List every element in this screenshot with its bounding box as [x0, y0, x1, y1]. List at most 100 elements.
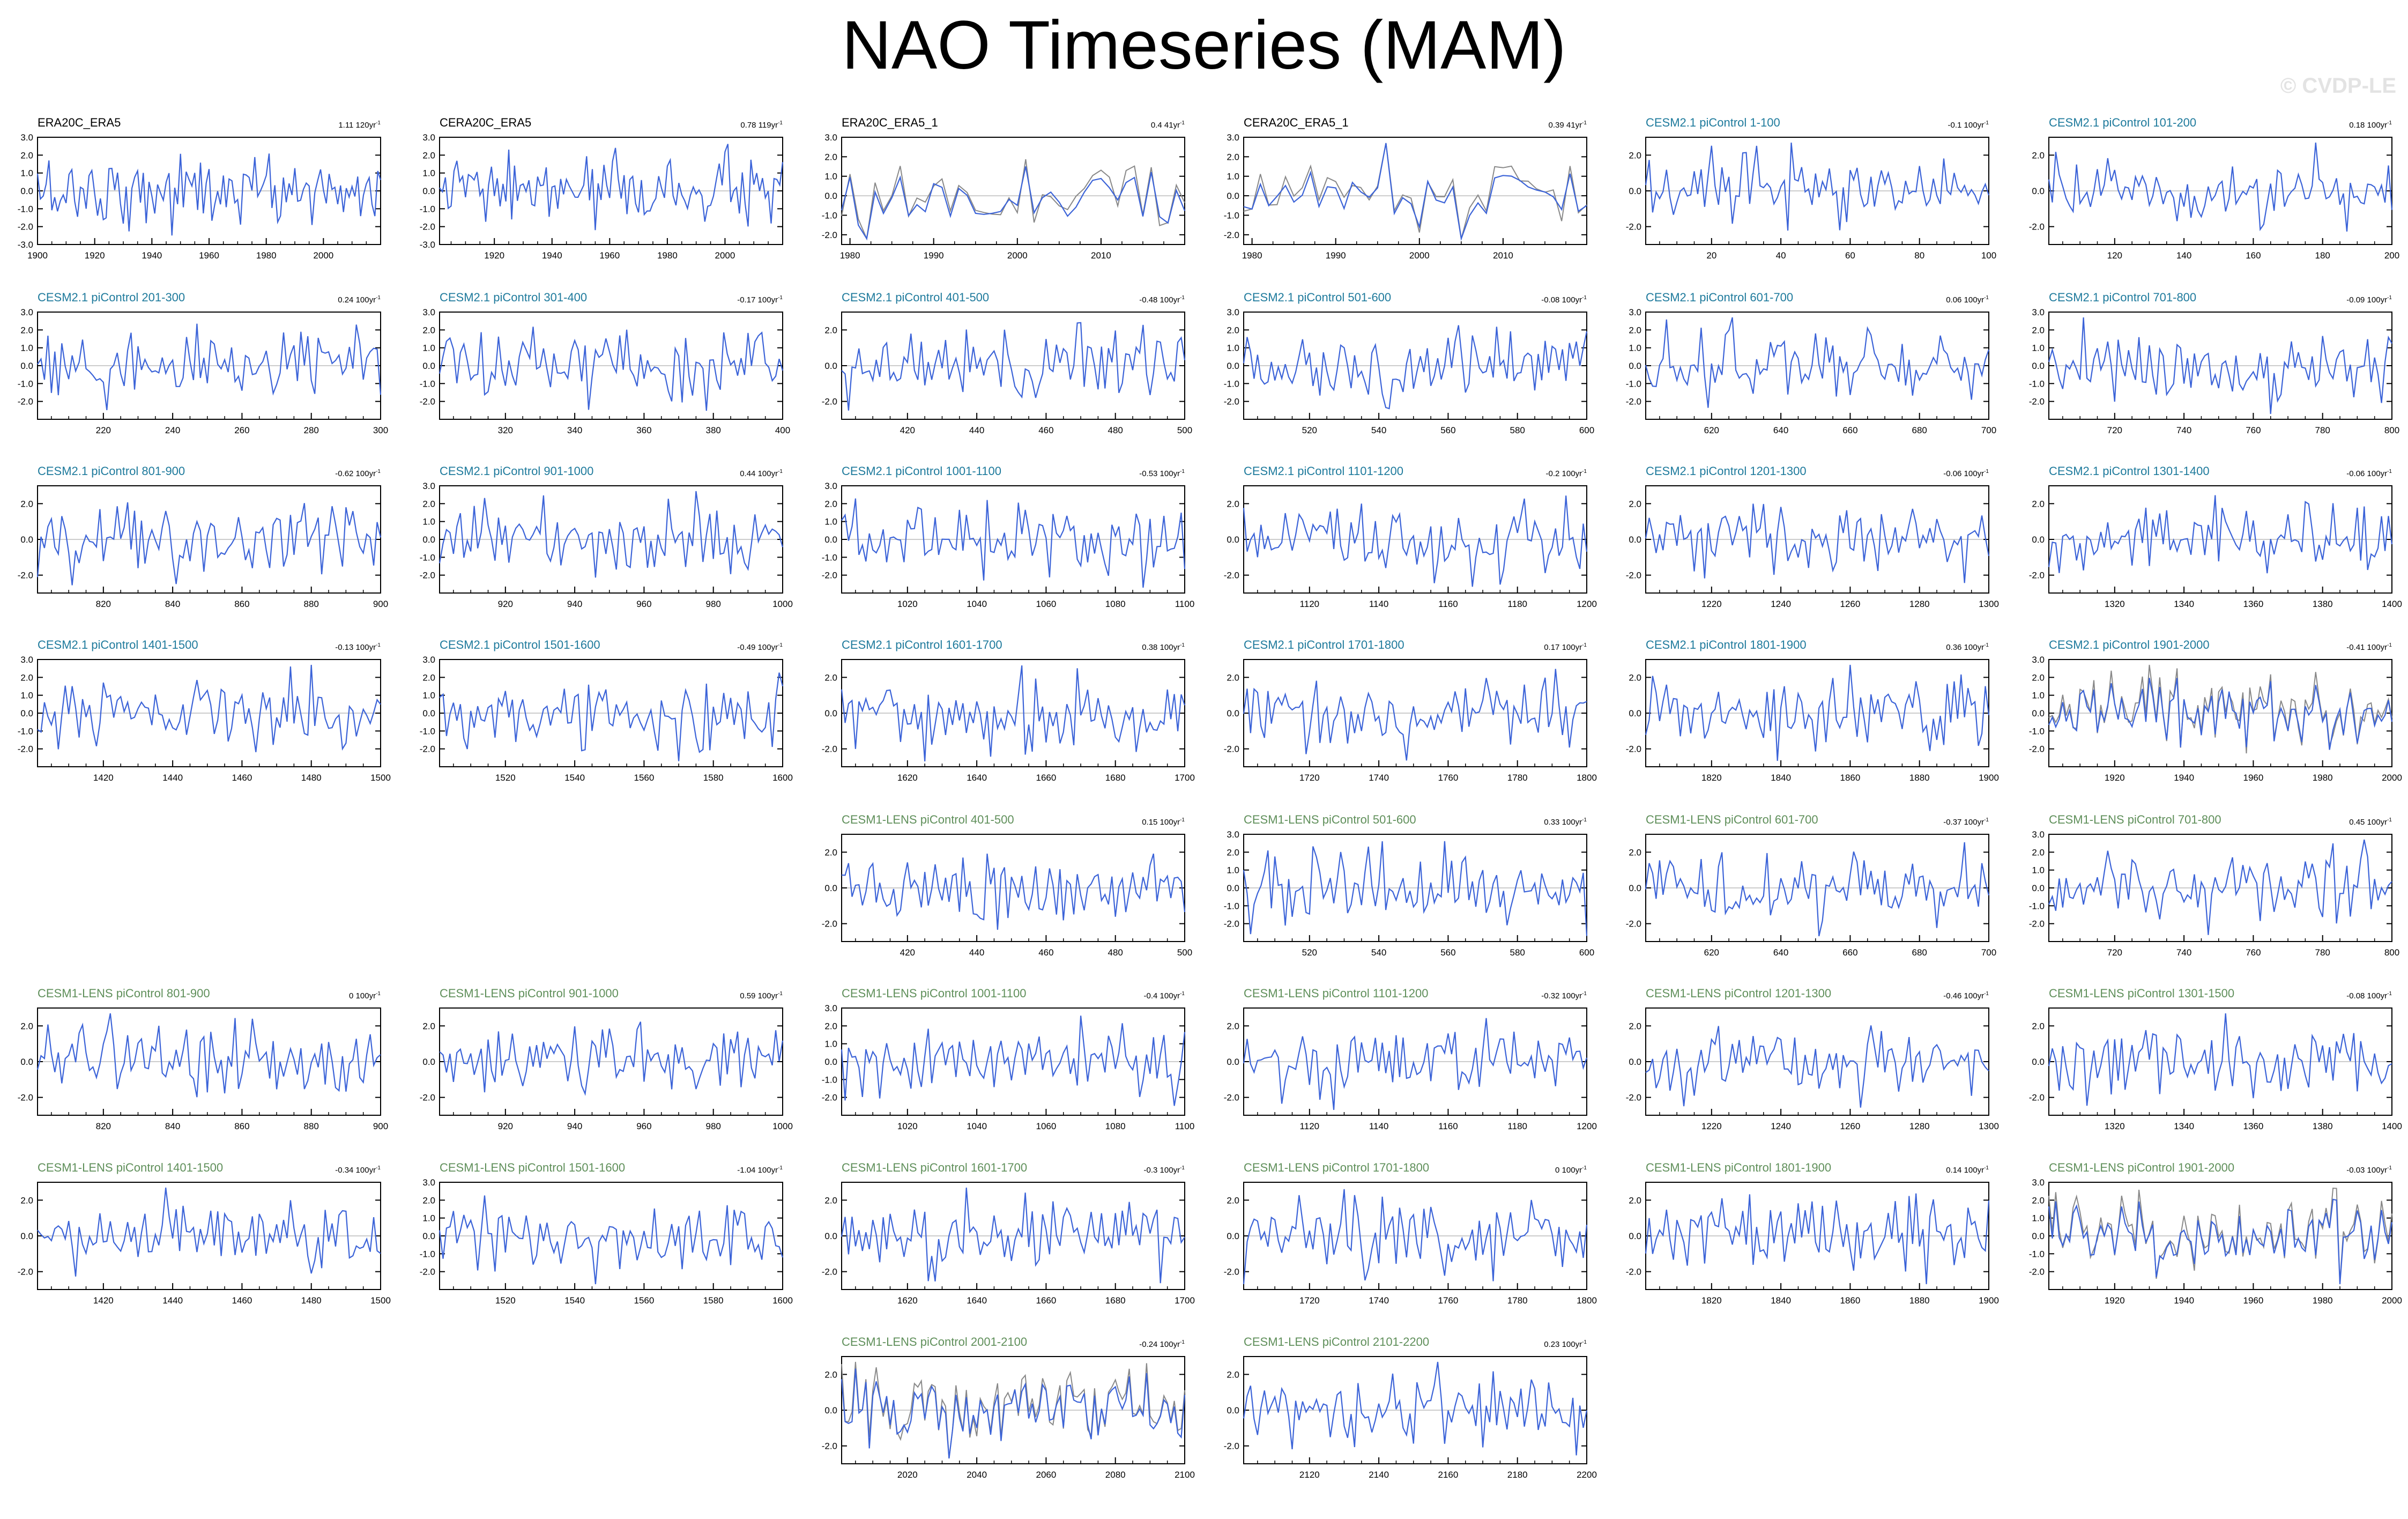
trend-value: -0.3 100yr [1143, 1166, 1180, 1175]
panel-trend: 0.38 100yr-1 [1142, 642, 1185, 652]
x-tick-label: 1260 [1840, 599, 1861, 609]
panel-plot: 2.0 0.0 -2.0 1620 1640 1660 1680 1700 [822, 659, 1195, 783]
x-tick-label: 460 [1038, 425, 1053, 435]
x-tick-label: 2020 [897, 1470, 918, 1480]
y-tick-label: -1.0 [420, 379, 435, 389]
panel-plot: 2.0 0.0 -2.0 820 840 860 880 900 [18, 485, 388, 609]
chart-panel: CESM1-LENS piControl 1801-1900 0.14 100yr… [1626, 1161, 1999, 1322]
x-tick-label: 1320 [2105, 599, 2125, 609]
x-tick-label: 760 [2246, 947, 2261, 958]
y-tick-label: 3.0 [2032, 829, 2045, 840]
y-tick-label: 2.0 [1629, 672, 1641, 683]
y-tick-label: 2.0 [422, 499, 435, 509]
panel-title: ERA20C_ERA5_1 [842, 116, 938, 129]
chart-panel: CESM1-LENS piControl 701-800 0.45 100yr-1… [2029, 813, 2399, 974]
x-tick-label: 1980 [840, 250, 860, 261]
x-tick-label: 1700 [1175, 1295, 1195, 1306]
x-tick-label: 20 [1706, 250, 1716, 261]
y-tick-label: 2.0 [1227, 1195, 1239, 1205]
chart-panel: CESM2.1 piControl 201-300 0.24 100yr-1 3.0… [18, 291, 388, 451]
panel-trend: 0.14 100yr-1 [1946, 1165, 1989, 1175]
x-tick-label: 1820 [1701, 773, 1722, 783]
chart-panel: ERA20C_ERA5_1 0.4 41yr-1 3.0 2.0 1.0 0.0 -1.0 -… [822, 116, 1186, 277]
y-tick-label: 0.0 [824, 1057, 837, 1067]
x-tick-label: 1880 [1909, 1295, 1930, 1306]
x-tick-label: 2010 [1091, 250, 1111, 261]
x-tick-label: 520 [1302, 947, 1317, 958]
panel-plot: 2.0 0.0 -2.0 420 440 460 480 500 [822, 312, 1192, 435]
y-tick-label: 3.0 [824, 132, 837, 143]
x-tick-label: 2010 [1493, 250, 1513, 261]
x-tick-label: 1980 [1242, 250, 1262, 261]
x-tick-label: 720 [2107, 425, 2122, 435]
y-tick-label: -2.0 [1224, 397, 1239, 407]
y-tick-label: 0.0 [824, 883, 837, 893]
y-tick-label: 0.0 [422, 361, 435, 371]
x-tick-label: 2000 [2382, 1295, 2402, 1306]
chart-panel: CESM2.1 piControl 1-100 -0.1 100yr-1 2.0 0.… [1626, 116, 1996, 277]
y-tick-label: -2.0 [420, 570, 435, 581]
x-tick-label: 1320 [2105, 1121, 2125, 1131]
panel-plot: 3.0 2.0 1.0 0.0 -1.0 -2.0 1920 1940 1960 1980 2000 [2029, 1177, 2402, 1306]
x-tick-label: 940 [567, 1121, 582, 1131]
chart-panel: CESM1-LENS piControl 1201-1300 -0.46 100y… [1626, 987, 1999, 1147]
chart-panel: CESM2.1 piControl 1201-1300 -0.06 100yr-1… [1626, 464, 1999, 625]
y-tick-label: 1.0 [2032, 1213, 2045, 1224]
y-tick-label: -1.0 [822, 1075, 837, 1085]
x-tick-label: 920 [498, 599, 513, 609]
x-tick-label: 2000 [313, 250, 333, 261]
x-tick-label: 1600 [772, 773, 793, 783]
y-tick-label: 1.0 [422, 168, 435, 179]
y-tick-label: 3.0 [2032, 307, 2045, 317]
x-tick-label: 1740 [1369, 773, 1389, 783]
y-tick-label: 0.0 [20, 1231, 33, 1241]
x-tick-label: 220 [96, 425, 111, 435]
y-tick-label: 3.0 [1227, 307, 1239, 317]
y-tick-label: 0.0 [1227, 883, 1239, 893]
y-tick-label: 1.0 [2032, 865, 2045, 876]
chart-panel: ERA20C_ERA5 1.11 120yr-1 3.0 2.0 1.0 0.0 -1.0 -… [18, 116, 382, 277]
nao-series-line [36, 153, 382, 236]
y-tick-label: 1.0 [2032, 691, 2045, 701]
trend-value: -0.08 100yr [1541, 295, 1582, 305]
y-tick-label: 2.0 [824, 1021, 837, 1031]
nao-series-line [1645, 142, 1990, 231]
panel-title: CESM1-LENS piControl 1001-1100 [842, 987, 1027, 1000]
x-tick-label: 1420 [93, 1295, 114, 1306]
y-tick-label: 1.0 [422, 343, 435, 353]
nao-series-line [841, 1016, 1186, 1106]
x-tick-label: 1980 [256, 250, 277, 261]
chart-panel: CESM2.1 piControl 801-900 -0.62 100yr-1 2.… [18, 464, 388, 625]
y-tick-label: 0.0 [1629, 708, 1641, 718]
trend-value: -1.04 100yr [737, 1166, 778, 1175]
x-tick-label: 600 [1579, 947, 1594, 958]
x-tick-label: 1260 [1840, 1121, 1861, 1131]
overlay-series-line [841, 159, 1185, 241]
panel-trend: -0.03 100yr-1 [2346, 1165, 2392, 1175]
nao-series-line [439, 144, 784, 231]
nao-series-line [1243, 495, 1588, 587]
x-tick-label: 1300 [1979, 1121, 1999, 1131]
x-tick-label: 460 [1038, 947, 1053, 958]
x-tick-label: 1800 [1577, 773, 1597, 783]
x-tick-label: 540 [1371, 425, 1386, 435]
y-tick-label: -1.0 [822, 210, 837, 220]
y-tick-label: 0.0 [20, 186, 33, 196]
y-tick-label: 0.0 [20, 1057, 33, 1067]
x-tick-label: 1420 [93, 773, 114, 783]
trend-value: -0.53 100yr [1139, 469, 1180, 478]
x-tick-label: 1080 [1105, 1121, 1126, 1131]
y-tick-label: 2.0 [1629, 499, 1641, 509]
y-tick-label: 2.0 [824, 1369, 837, 1380]
y-tick-label: -2.0 [1626, 1267, 1641, 1277]
panel-plot: 2.0 0.0 -2.0 120 140 160 180 200 [2029, 137, 2399, 261]
y-tick-label: 3.0 [1227, 132, 1239, 143]
panel-title: CESM1-LENS piControl 601-700 [1646, 813, 1818, 826]
y-tick-label: 0.0 [824, 361, 837, 371]
panel-title: CESM1-LENS piControl 401-500 [842, 813, 1014, 826]
x-tick-label: 1520 [495, 773, 516, 783]
y-tick-label: -2.0 [822, 397, 837, 407]
y-tick-label: -1.0 [2029, 1249, 2045, 1259]
y-tick-label: 0.0 [1629, 1057, 1641, 1067]
